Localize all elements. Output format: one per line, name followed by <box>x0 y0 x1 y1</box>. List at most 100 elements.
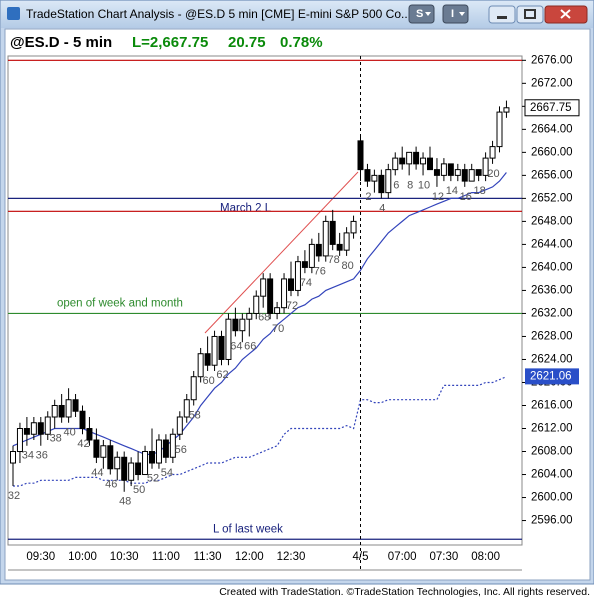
bar-label: 20 <box>487 168 499 180</box>
candle-body <box>301 261 308 268</box>
app-icon <box>7 7 20 20</box>
candle-body <box>329 220 336 245</box>
candle-body <box>260 278 267 297</box>
candle-body <box>433 169 440 176</box>
y-tick-label: 2628.00 <box>531 330 573 342</box>
candle-body <box>225 318 232 360</box>
bar-label: 58 <box>189 409 201 421</box>
last-price-tag-label: 2667.75 <box>530 102 572 114</box>
candle-body <box>392 157 399 171</box>
bar-label: 70 <box>272 323 284 335</box>
candle-body <box>30 422 37 435</box>
bar-label: 6 <box>393 179 399 191</box>
x-tick-label: 07:00 <box>388 551 417 563</box>
bar-label: 80 <box>341 260 353 272</box>
bar-label: 18 <box>474 185 486 197</box>
bar-label: 36 <box>36 450 48 462</box>
footer: Created with TradeStation. ©TradeStation… <box>219 586 590 598</box>
x-tick-label: 12:30 <box>277 551 306 563</box>
dropdown-arrow <box>459 12 465 16</box>
y-tick-label: 2672.00 <box>531 77 573 89</box>
bar-label: 10 <box>418 179 430 191</box>
y-tick-label: 2612.00 <box>531 423 573 435</box>
candle-body <box>37 422 44 435</box>
candle-body <box>350 220 357 234</box>
indicator-button[interactable] <box>442 4 469 24</box>
y-tick-label: 2600.00 <box>531 492 573 504</box>
window-title: TradeStation Chart Analysis - @ES.D 5 mi… <box>26 7 411 21</box>
candle-body <box>482 157 489 176</box>
candle-body <box>93 439 100 458</box>
candle-body <box>461 169 468 182</box>
bar-label: 2 <box>365 191 371 203</box>
y-tick-label: 2644.00 <box>531 238 573 250</box>
candle-body <box>149 451 155 464</box>
candle-body <box>294 261 301 291</box>
candle-body <box>420 157 427 165</box>
style-button-label: S <box>416 8 423 20</box>
bar-label: 64 <box>230 340 242 352</box>
candle-body <box>281 278 288 309</box>
candle-body <box>204 353 211 366</box>
y-tick-label: 2660.00 <box>531 146 573 158</box>
bar-label: 62 <box>216 369 228 381</box>
minimize-icon <box>497 16 507 19</box>
x-tick-label: 10:30 <box>110 551 139 563</box>
bar-label: 50 <box>133 484 145 496</box>
candle-body <box>288 278 294 291</box>
y-tick-label: 2640.00 <box>531 261 573 273</box>
candle-body <box>169 433 176 458</box>
close-icon <box>560 9 571 19</box>
indicator-button-label: I <box>451 8 454 20</box>
bar-label: 72 <box>286 300 298 312</box>
bar-label: 60 <box>202 375 214 387</box>
bar-label: 66 <box>244 340 256 352</box>
candle-body <box>274 307 281 314</box>
y-tick-label: 2604.00 <box>531 469 573 481</box>
x-tick-label: 11:30 <box>194 551 222 563</box>
candle-body <box>253 295 260 314</box>
y-tick-label: 2656.00 <box>531 169 573 181</box>
candle-body <box>246 312 253 320</box>
candle-body <box>211 335 218 366</box>
bar-label: 44 <box>91 467 103 479</box>
candle-body <box>371 174 378 182</box>
candle-body <box>100 445 107 458</box>
bar-label: 54 <box>161 467 173 479</box>
y-tick-label: 2664.00 <box>531 123 573 135</box>
candle-body <box>114 456 121 470</box>
candle-body <box>23 428 30 435</box>
percent-change: 0.78% <box>280 34 323 51</box>
candle-body <box>16 428 23 453</box>
x-tick-label: 11:00 <box>152 551 180 563</box>
plot-layer: March 2 L open of week and month L of last… <box>8 59 522 540</box>
indicator-tag <box>525 368 579 385</box>
candle-body <box>107 445 114 470</box>
x-tick-label: 4/5 <box>353 551 369 563</box>
candle-body <box>162 439 169 458</box>
bar-label: 76 <box>314 266 326 278</box>
maximize-icon <box>524 9 536 19</box>
candle-body <box>44 416 51 435</box>
candle-body <box>121 456 128 481</box>
candle-body <box>190 376 197 401</box>
minimize-button[interactable] <box>488 5 516 24</box>
y-tick-label: 2596.00 <box>531 515 573 527</box>
y-tick-label: 2652.00 <box>531 192 573 204</box>
candle-body <box>343 232 350 251</box>
y-tick-label: 2608.00 <box>531 446 573 458</box>
candle-body <box>468 169 475 182</box>
candle-body <box>440 163 447 176</box>
candle-body <box>454 169 461 176</box>
bar-label: 68 <box>258 312 270 324</box>
y-tick-label: 2648.00 <box>531 215 573 227</box>
level-label: L of last week <box>213 523 283 535</box>
bar-label: 42 <box>77 438 89 450</box>
candle-body <box>183 399 190 418</box>
candle-body <box>475 169 482 176</box>
candle-body <box>496 111 503 148</box>
candle-body <box>155 439 162 464</box>
maximize-button[interactable] <box>516 5 544 24</box>
y-tick-label: 2624.00 <box>531 353 573 365</box>
style-button[interactable] <box>408 4 435 24</box>
